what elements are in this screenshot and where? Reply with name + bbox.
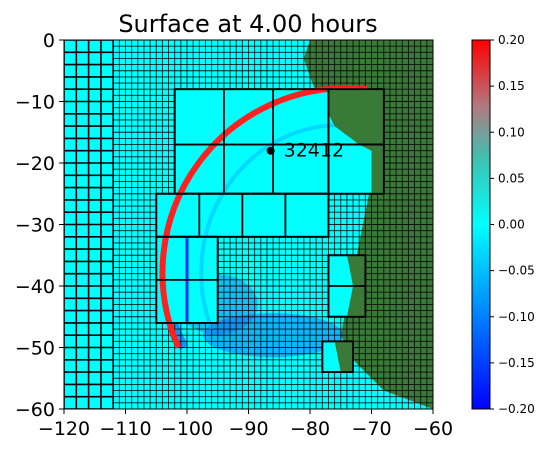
colorbar-tick-label: 0.05 (498, 171, 525, 185)
y-tick-label: −10 (15, 92, 55, 114)
x-tick-label: −90 (228, 418, 268, 440)
y-tick-label: −30 (15, 215, 55, 237)
y-tick-label: −40 (15, 276, 55, 298)
refined-patch-border (155, 192, 330, 238)
wave-front-patch (159, 85, 368, 349)
colorbar-tick-label: 0.10 (498, 125, 525, 139)
gauge-marker: 32412 (266, 140, 344, 162)
colorbar-tick-label: 0.20 (498, 33, 525, 47)
y-tick-label: −50 (15, 338, 55, 360)
x-tick-label: −120 (38, 418, 90, 440)
y-tick-label: −60 (15, 399, 55, 421)
colorbar-gradient (471, 39, 491, 410)
x-tick-label: −80 (290, 418, 330, 440)
y-tick-label: 0 (43, 30, 55, 52)
land-patch-north (328, 89, 384, 194)
colorbar-tick-label: 0.15 (498, 79, 525, 93)
gauge-label: 32412 (284, 140, 344, 162)
plot-area (63, 39, 434, 410)
colorbar-tick-label: −0.15 (498, 356, 535, 370)
refined-patch-border (327, 254, 367, 318)
gauge-point (266, 146, 275, 155)
colorbar-tick-label: −0.05 (498, 264, 535, 278)
x-tick-label: −60 (413, 418, 453, 440)
x-axis: −120 −110 −100 −90 −80 −70 −60 (38, 409, 453, 440)
chart-title: Surface at 4.00 hours (118, 10, 377, 38)
refined-patch-border (327, 143, 385, 195)
trailing-wave-patch (199, 123, 356, 330)
y-axis: 0 −10 −20 −30 −40 −50 −60 (15, 30, 64, 421)
land-patch-south (334, 341, 354, 373)
colorbar-ticks: 0.20 0.15 0.10 0.05 0.00 −0.05 −0.10 −0.15 −0.20 (490, 33, 535, 416)
colorbar-tick-label: 0.00 (498, 218, 525, 232)
x-tick-label: −100 (161, 418, 213, 440)
x-tick-label: −70 (351, 418, 391, 440)
y-tick-label: −20 (15, 153, 55, 175)
refined-patch-border (155, 235, 219, 324)
refined-patch-border (321, 340, 354, 374)
x-tick-label: −110 (99, 418, 151, 440)
colorbar: 0.20 0.15 0.10 0.05 0.00 −0.05 −0.10 −0.15 −0.20 (471, 33, 535, 416)
refined-patches (155, 85, 385, 374)
colorbar-tick-label: −0.10 (498, 310, 535, 324)
colorbar-tick-label: −0.20 (498, 402, 535, 416)
